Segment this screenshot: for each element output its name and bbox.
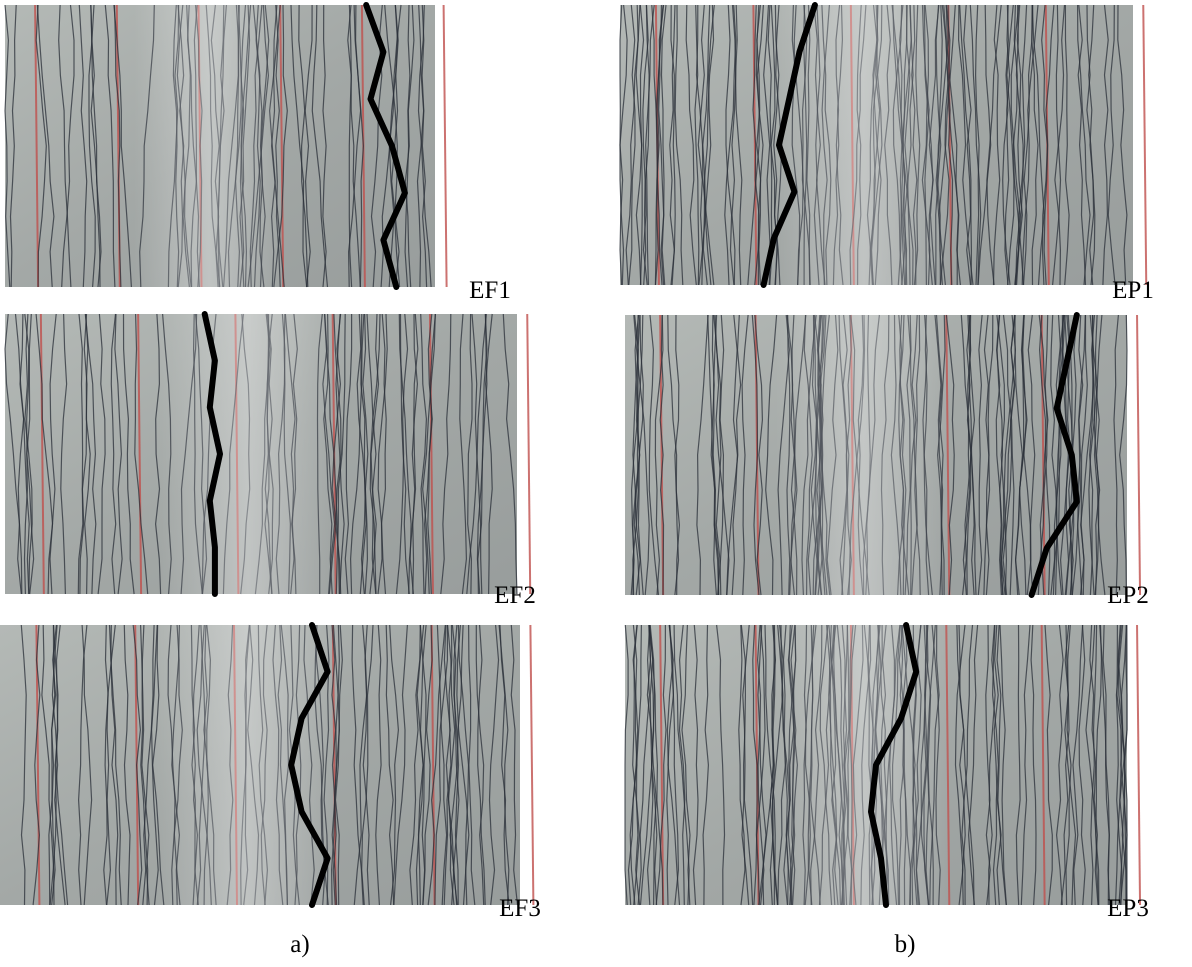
specimen-photo (620, 5, 1146, 285)
red-guide-line (530, 625, 533, 905)
specimen-photo (625, 315, 1140, 595)
specimen-label: EF3 (499, 895, 541, 922)
specimen-photo (5, 5, 447, 287)
figure: a) b) EF1 EF2 EF3 EP1 EP2 EP3 (0, 0, 1192, 967)
film-reflection (776, 625, 952, 905)
film-reflection (134, 5, 285, 287)
panel-label: b) (895, 931, 916, 958)
red-guide-line (527, 314, 530, 594)
film-reflection (776, 315, 952, 595)
specimen-photo (5, 314, 530, 594)
specimen-label: EP3 (1107, 895, 1149, 922)
specimen-label: EF1 (469, 277, 511, 304)
film-reflection (156, 625, 338, 905)
panel-label: a) (290, 931, 309, 958)
red-guide-line (1143, 5, 1146, 285)
specimen-photo (0, 625, 533, 905)
red-guide-line (1137, 625, 1140, 905)
red-guide-line (444, 5, 447, 287)
red-guide-line (1137, 315, 1140, 595)
film-reflection (159, 314, 338, 594)
specimen-label: EP1 (1112, 277, 1154, 304)
specimen-label: EF2 (494, 582, 536, 609)
page: a) b) EF1EF2EF3EP1EP2EP3 (() => { const … (0, 0, 1192, 967)
specimen-photo (625, 625, 1140, 905)
specimen-label: EP2 (1107, 582, 1149, 609)
